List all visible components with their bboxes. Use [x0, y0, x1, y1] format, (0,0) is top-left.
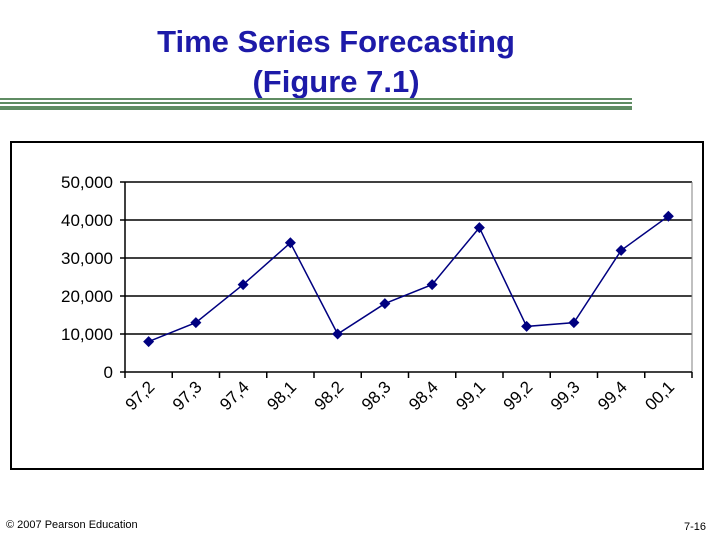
x-tick-label: 97,2: [122, 377, 159, 414]
title-line-1: Time Series Forecasting: [157, 24, 515, 59]
y-tick-label: 20,000: [61, 287, 113, 306]
data-point-marker: [237, 279, 249, 291]
y-tick-label: 0: [104, 363, 113, 382]
data-point-marker: [143, 336, 155, 348]
x-tick-label: 99,3: [547, 377, 584, 414]
x-tick-label: 97,3: [169, 377, 206, 414]
data-point-marker: [284, 237, 296, 249]
y-tick-label: 40,000: [61, 211, 113, 230]
y-tick-label: 50,000: [61, 173, 113, 192]
time-series-chart: 0 10,000 20,000 30,000 40,000 50,000 97,2 97,3 9…: [61, 173, 693, 414]
title-divider: [0, 98, 632, 111]
data-point-marker: [615, 244, 627, 256]
data-point-marker: [426, 279, 438, 291]
data-point-marker: [473, 222, 485, 234]
x-tick-label: 97,4: [216, 377, 253, 414]
data-point-marker: [521, 320, 533, 332]
x-tick-label: 99,1: [452, 377, 489, 414]
y-tick-label: 30,000: [61, 249, 113, 268]
slide-title: Time Series Forecasting (Figure 7.1): [0, 22, 672, 102]
data-point-marker: [662, 210, 674, 222]
x-tick-label: 98,4: [405, 377, 442, 414]
x-tick-label: 99,2: [500, 377, 537, 414]
data-point-marker: [568, 317, 580, 329]
x-tick-label: 98,2: [311, 377, 348, 414]
data-point-marker: [332, 328, 344, 340]
title-line-2: (Figure 7.1): [252, 64, 420, 99]
page-number: 7-16: [684, 521, 707, 533]
data-point-marker: [190, 317, 202, 329]
series-line: [148, 215, 669, 343]
x-tick-label: 99,4: [594, 377, 631, 414]
data-point-marker: [379, 298, 391, 310]
copyright-footer: © 2007 Pearson Education: [6, 519, 138, 531]
x-tick-label: 98,1: [263, 377, 300, 414]
y-tick-label: 10,000: [61, 325, 113, 344]
x-tick-label: 98,3: [358, 377, 395, 414]
chart-frame: 0 10,000 20,000 30,000 40,000 50,000 97,2 97,3 9…: [10, 141, 704, 470]
x-tick-label: 00,1: [641, 377, 678, 414]
